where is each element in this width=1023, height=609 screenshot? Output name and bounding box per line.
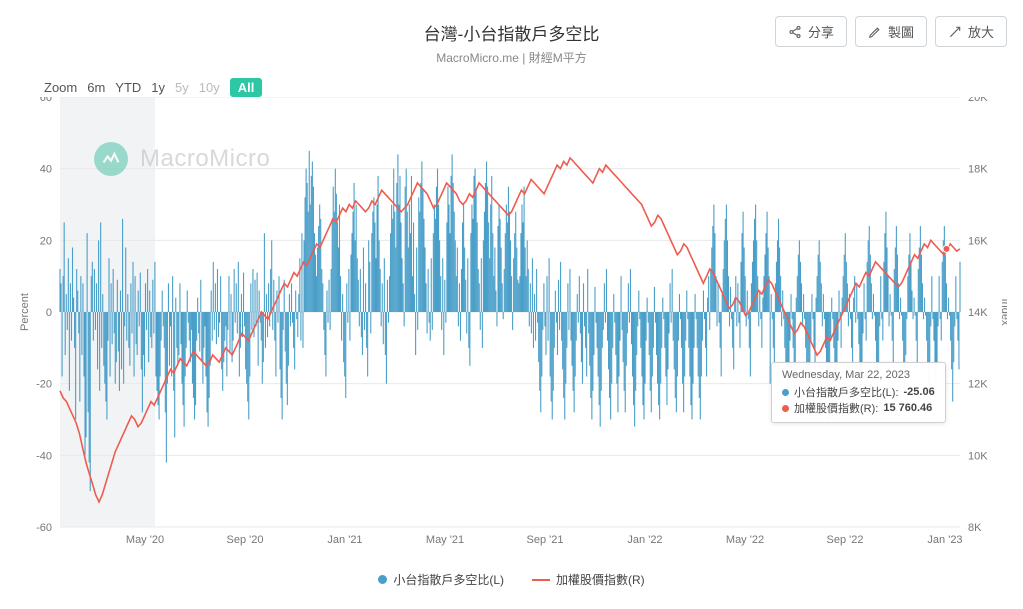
zoom-ytd[interactable]: YTD (115, 80, 141, 95)
svg-text:-60: -60 (36, 522, 52, 534)
zoom-5y: 5y (175, 80, 189, 95)
zoom-controls: Zoom 6m YTD 1y 5y 10y All (16, 72, 1007, 97)
svg-text:-40: -40 (36, 450, 52, 462)
svg-text:May '22: May '22 (726, 534, 764, 546)
share-button[interactable]: 分享 (775, 16, 847, 47)
draw-button[interactable]: 製圖 (855, 16, 927, 47)
share-icon (788, 25, 802, 39)
svg-text:Jan '22: Jan '22 (627, 534, 662, 546)
svg-text:14K: 14K (968, 307, 988, 319)
svg-text:Jan '21: Jan '21 (327, 534, 362, 546)
svg-text:May '20: May '20 (126, 534, 164, 546)
svg-text:Percent: Percent (19, 293, 31, 331)
svg-text:May '21: May '21 (426, 534, 464, 546)
legend-item[interactable]: 小台指散戶多空比(L) (378, 571, 504, 588)
chart-tooltip: Wednesday, Mar 22, 2023小台指散戶多空比(L): -25.… (771, 362, 946, 423)
svg-text:16K: 16K (968, 235, 988, 247)
pen-icon (868, 25, 882, 39)
chart-area[interactable]: -60 8K -40 10K -20 12K 0 14K 20 16K 40 18K 60 20K Perc… (16, 97, 1007, 567)
svg-text:8K: 8K (968, 522, 982, 534)
legend-item[interactable]: 加權股價指數(R) (532, 571, 645, 588)
svg-text:Sep '20: Sep '20 (227, 534, 264, 546)
share-label: 分享 (808, 22, 834, 41)
svg-text:Sep '21: Sep '21 (527, 534, 564, 546)
svg-text:20K: 20K (968, 97, 988, 104)
chart-legend: 小台指散戶多空比(L) 加權股價指數(R) (16, 567, 1007, 588)
expand-icon (948, 25, 962, 39)
svg-text:Jan '23: Jan '23 (927, 534, 962, 546)
svg-text:12K: 12K (968, 379, 988, 391)
draw-label: 製圖 (888, 22, 914, 41)
zoom-10y: 10y (199, 80, 220, 95)
svg-text:10K: 10K (968, 450, 988, 462)
svg-text:18K: 18K (968, 164, 988, 176)
svg-text:20: 20 (40, 235, 52, 247)
svg-text:Sep '22: Sep '22 (827, 534, 864, 546)
zoom-all[interactable]: All (230, 78, 263, 97)
expand-button[interactable]: 放大 (935, 16, 1007, 47)
zoom-1y[interactable]: 1y (151, 80, 165, 95)
expand-label: 放大 (968, 22, 994, 41)
svg-text:-20: -20 (36, 379, 52, 391)
chart-subtitle: MacroMicro.me | 財經M平方 (16, 49, 1007, 66)
zoom-label: Zoom (44, 80, 77, 95)
svg-text:40: 40 (40, 164, 52, 176)
zoom-6m[interactable]: 6m (87, 80, 105, 95)
svg-text:60: 60 (40, 97, 52, 104)
svg-text:0: 0 (46, 307, 52, 319)
svg-text:Index: Index (999, 299, 1007, 326)
